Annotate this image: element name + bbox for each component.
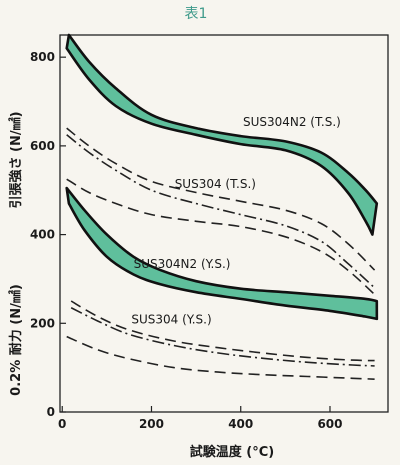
band — [65, 33, 379, 236]
y-axis-ticks: 0 200 400 600 800 — [30, 50, 66, 419]
y-tick-label: 200 — [30, 316, 55, 330]
y-tick-label: 400 — [30, 228, 55, 242]
series-line — [66, 335, 375, 380]
series-lines — [66, 127, 376, 380]
annotation-label: SUS304N2 (Y.S.) — [134, 257, 231, 271]
plot-frame — [59, 34, 389, 413]
chart-title: 表1 — [185, 6, 208, 22]
band — [65, 186, 379, 321]
x-axis-ticks: 0 200 400 600 — [58, 406, 343, 431]
y-axis-label-top: 引張強さ (N/㎟) — [8, 111, 24, 208]
x-tick-label: 400 — [228, 417, 253, 431]
series-line — [66, 134, 376, 289]
series-line — [70, 300, 375, 362]
annotation-label: SUS304 (Y.S.) — [131, 312, 211, 326]
bands — [65, 33, 379, 321]
x-tick-label: 600 — [317, 417, 342, 431]
series-line — [66, 178, 376, 296]
x-tick-label: 0 — [58, 417, 66, 431]
annotation-label: SUS304N2 (T.S.) — [243, 115, 341, 129]
series-line — [70, 307, 375, 367]
annotation-label: SUS304 (T.S.) — [175, 177, 256, 191]
y-tick-label: 0 — [47, 405, 55, 419]
y-tick-label: 600 — [30, 139, 55, 153]
x-tick-label: 200 — [139, 417, 164, 431]
y-axis-label-bottom: 0.2% 耐力 (N/㎟) — [8, 284, 24, 396]
x-axis-label: 試験温度 (°C) — [190, 444, 274, 460]
annotations: SUS304N2 (T.S.) SUS304 (T.S.) SUS304N2 (Y.… — [131, 115, 340, 326]
series-line — [66, 127, 376, 271]
y-tick-label: 800 — [30, 50, 55, 64]
